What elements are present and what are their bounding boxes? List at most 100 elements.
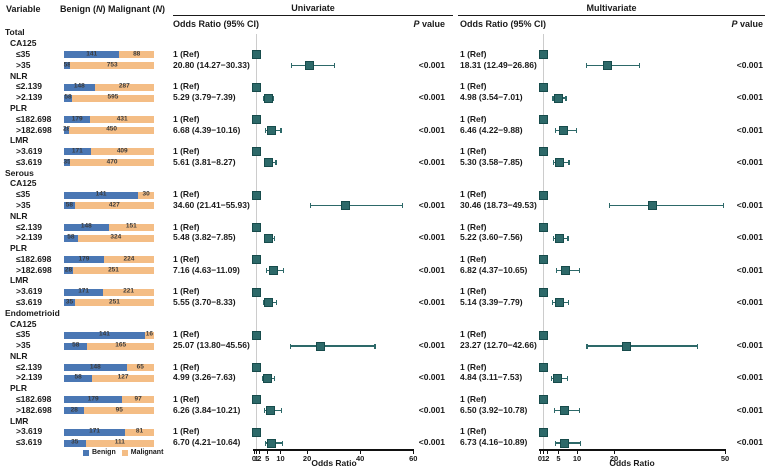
or-marker-multivariate [539, 222, 549, 232]
p-value-univariate: <0.001 [418, 92, 445, 103]
p-value-multivariate: <0.001 [736, 340, 763, 351]
x-tick-label-multivariate: 1 [541, 453, 546, 463]
or-marker-univariate [267, 438, 277, 448]
or-marker-univariate [252, 330, 262, 340]
p-value-univariate: <0.001 [418, 264, 445, 275]
ci-cap-high-multivariate [722, 203, 724, 209]
or-ci-text-multivariate: 1 (Ref) [460, 329, 487, 340]
or-ci-text-univariate: 1 (Ref) [173, 221, 200, 232]
benign-malignant-stacked-bar: 28 450 [63, 126, 154, 134]
row-label: >182.698 [16, 124, 52, 135]
row-label: >3.619 [16, 146, 43, 157]
or-ci-text-univariate: 1 (Ref) [173, 426, 200, 437]
ci-cap-high-univariate [275, 300, 277, 306]
or-marker-univariate [252, 427, 262, 437]
row-label: >3.619 [16, 426, 43, 437]
or-ci-text-multivariate: 6.73 (4.16−10.89) [460, 437, 528, 448]
row-label: ≤3.619 [16, 156, 42, 167]
malignant-count: 95 [115, 406, 123, 414]
benign-count: 28 [63, 126, 71, 134]
benign-malignant-stacked-bar: 171 409 [64, 148, 154, 156]
or-marker-multivariate [539, 287, 549, 297]
malignant-count: 427 [108, 201, 120, 209]
malignant-bar-segment: 753 [70, 62, 154, 70]
benign-count: 28 [64, 266, 73, 274]
group-label: LMR [10, 275, 29, 286]
malignant-bar-segment: 251 [73, 267, 154, 275]
ci-cap-low-univariate [290, 343, 292, 349]
malignant-bar-segment: 151 [108, 224, 154, 231]
panel-title-univariate: Univariate [291, 3, 335, 13]
malignant-bar-segment: 30 [138, 191, 154, 199]
or-marker-multivariate [539, 190, 549, 200]
or-ci-header-univariate: Odds Ratio (95% CI) [173, 19, 260, 29]
ci-cap-low-multivariate [552, 160, 554, 166]
benign-malignant-stacked-bar: 58 127 [64, 374, 154, 382]
or-marker-multivariate [559, 406, 569, 416]
group-label: PLR [10, 383, 27, 394]
malignant-header-n: N [155, 4, 163, 14]
ci-cap-high-multivariate [638, 63, 640, 69]
x-tick-univariate [280, 450, 282, 454]
benign-bar-segment: 35 [64, 299, 75, 307]
benign-count: 171 [78, 287, 90, 295]
malignant-count: 81 [135, 427, 144, 435]
x-tick-multivariate [558, 450, 559, 454]
or-ci-text-univariate: 25.07 (13.80−45.56) [173, 340, 250, 351]
ci-cap-high-multivariate [697, 343, 699, 349]
malignant-bar-segment: 81 [125, 427, 154, 436]
malignant-bar-segment: 251 [75, 298, 154, 307]
malignant-bar-segment: 95 [84, 406, 154, 415]
malignant-bar-segment: 431 [90, 116, 154, 124]
benign-malignant-stacked-bar: 171 81 [64, 427, 154, 436]
benign-bar-segment: 148 [64, 224, 109, 231]
or-marker-multivariate [555, 158, 565, 168]
p-value-multivariate: <0.001 [736, 404, 763, 415]
row-label: >182.698 [16, 404, 52, 415]
ci-cap-low-multivariate [554, 440, 556, 446]
ci-cap-low-multivariate [552, 95, 554, 101]
row-label: >2.139 [16, 232, 43, 243]
benign-malignant-stacked-bar: 35 251 [64, 298, 154, 307]
benign-malignant-stacked-bar: 179 97 [64, 395, 154, 404]
or-marker-univariate [316, 341, 326, 351]
or-marker-multivariate [560, 266, 570, 276]
or-marker-multivariate [560, 438, 570, 448]
row-label: ≤3.619 [16, 437, 42, 448]
or-ci-text-univariate: 1 (Ref) [173, 189, 200, 200]
or-ci-text-multivariate: 4.98 (3.54−7.01) [460, 92, 523, 103]
or-ci-text-multivariate: 1 (Ref) [460, 49, 487, 60]
or-ci-text-multivariate: 1 (Ref) [460, 361, 487, 372]
ci-cap-high-multivariate [568, 300, 570, 306]
or-ci-text-multivariate: 4.84 (3.11−7.53) [460, 372, 523, 383]
benign-bar-segment: 141 [64, 50, 120, 59]
benign-bar-segment: 171 [64, 148, 91, 156]
or-marker-univariate [268, 266, 278, 276]
or-ci-text-multivariate: 5.30 (3.58−7.85) [460, 156, 523, 167]
ci-cap-high-univariate [274, 235, 276, 241]
or-ci-text-multivariate: 1 (Ref) [460, 394, 487, 404]
or-marker-univariate [252, 395, 262, 405]
benign-count: 171 [89, 427, 100, 435]
ci-cap-high-multivariate [578, 268, 580, 274]
ci-cap-high-univariate [273, 95, 275, 101]
group-label: LMR [10, 135, 29, 146]
ci-cap-high-univariate [282, 268, 285, 274]
benign-count: 141 [86, 50, 98, 58]
group-label: CA125 [10, 318, 37, 329]
p-value-univariate: <0.001 [418, 124, 445, 135]
or-ci-text-multivariate: 30.46 (18.73−49.53) [460, 199, 537, 210]
malignant-bar-segment: 409 [90, 148, 154, 156]
malignant-header-close: ) [162, 4, 165, 14]
x-tick-label-univariate: 20 [302, 453, 312, 463]
p-rest: value [737, 19, 763, 29]
malignant-bar-segment: 88 [119, 51, 154, 59]
row-label: >3.619 [16, 286, 43, 297]
benign-bar-segment: 148 [64, 83, 95, 91]
benign-count: 179 [87, 395, 99, 403]
or-marker-multivariate [554, 233, 564, 243]
ci-cap-low-multivariate [585, 63, 587, 69]
x-tick-label-multivariate: 10 [572, 453, 582, 463]
benign-malignant-stacked-bar: 179 224 [64, 256, 154, 264]
malignant-count: 251 [109, 298, 120, 306]
